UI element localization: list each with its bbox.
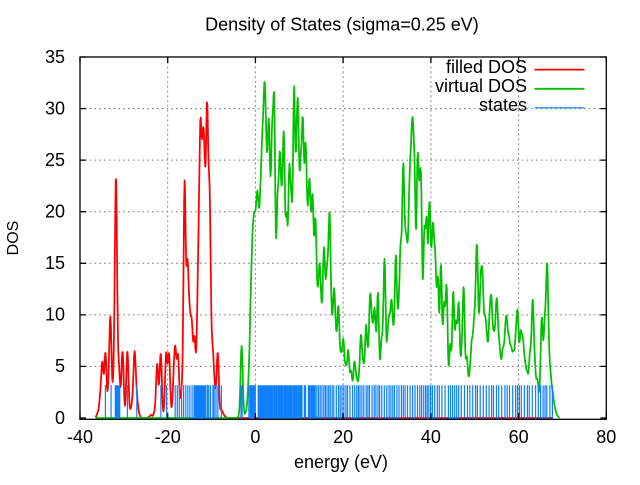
svg-text:filled DOS: filled DOS (446, 57, 527, 77)
svg-text:Density of States (sigma=0.25: Density of States (sigma=0.25 eV) (205, 15, 479, 35)
svg-text:-40: -40 (67, 427, 93, 447)
svg-text:20: 20 (45, 202, 65, 222)
svg-text:15: 15 (45, 253, 65, 273)
svg-text:0: 0 (250, 427, 260, 447)
svg-text:40: 40 (421, 427, 441, 447)
svg-text:0: 0 (55, 408, 65, 428)
svg-text:80: 80 (596, 427, 616, 447)
svg-text:25: 25 (45, 150, 65, 170)
svg-text:35: 35 (45, 47, 65, 67)
svg-text:states: states (479, 95, 527, 115)
svg-text:60: 60 (509, 427, 529, 447)
svg-text:5: 5 (55, 356, 65, 376)
svg-text:-20: -20 (155, 427, 181, 447)
svg-text:virtual DOS: virtual DOS (435, 76, 527, 96)
svg-text:DOS: DOS (5, 221, 22, 256)
svg-text:20: 20 (333, 427, 353, 447)
svg-text:10: 10 (45, 305, 65, 325)
svg-text:energy (eV): energy (eV) (294, 452, 388, 472)
svg-text:30: 30 (45, 98, 65, 118)
